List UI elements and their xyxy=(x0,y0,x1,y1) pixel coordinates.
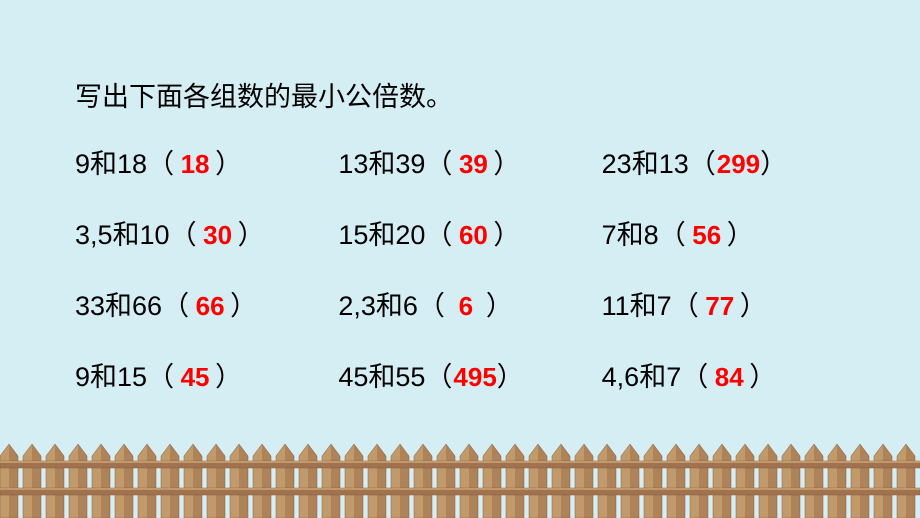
paren-close: ） xyxy=(215,142,243,181)
problem-answer: 495 xyxy=(453,362,496,393)
problem-item: 45和55（495） xyxy=(338,355,581,394)
problem-label: 13和39 xyxy=(338,142,425,181)
problem-label: 15和20 xyxy=(338,213,425,252)
problem-label: 11和7 xyxy=(602,284,672,323)
problem-item: 11和7（77） xyxy=(602,284,845,323)
fence-decoration xyxy=(0,433,920,518)
paren-open: （ xyxy=(162,284,190,323)
problem-answer: 18 xyxy=(175,149,215,180)
problem-item: 13和39（39） xyxy=(338,142,581,181)
problem-item: 33和66（66） xyxy=(75,284,318,323)
problem-item: 9和15（45） xyxy=(75,355,318,394)
problem-answer: 30 xyxy=(198,220,238,251)
problem-item: 2,3和6（6） xyxy=(338,284,581,323)
problem-item: 4,6和7（84） xyxy=(602,355,845,394)
problem-answer: 66 xyxy=(190,291,230,322)
problem-label: 33和66 xyxy=(75,284,162,323)
problem-answer: 60 xyxy=(453,220,493,251)
problem-label: 4,6和7 xyxy=(602,355,682,394)
problem-answer: 39 xyxy=(453,149,493,180)
problem-answer: 77 xyxy=(700,291,740,322)
page-title: 写出下面各组数的最小公倍数。 xyxy=(75,75,845,114)
paren-open: （ xyxy=(425,142,453,181)
problem-item: 15和20（60） xyxy=(338,213,581,252)
paren-close: ） xyxy=(493,213,521,252)
paren-open: （ xyxy=(425,355,453,394)
problem-label: 2,3和6 xyxy=(338,284,418,323)
problem-label: 45和55 xyxy=(338,355,425,394)
problem-answer: 6 xyxy=(446,291,486,322)
paren-close: ） xyxy=(486,284,514,323)
problem-grid: 9和18（18）13和39（39）23和13（299）3,5和10（30）15和… xyxy=(75,142,845,394)
paren-open: （ xyxy=(425,213,453,252)
paren-close: ） xyxy=(238,213,266,252)
paren-close: ） xyxy=(760,142,788,181)
paren-open: （ xyxy=(418,284,446,323)
problem-label: 3,5和10 xyxy=(75,213,170,252)
paren-open: （ xyxy=(659,213,687,252)
paren-open: （ xyxy=(689,142,717,181)
paren-close: ） xyxy=(497,355,525,394)
paren-close: ） xyxy=(230,284,258,323)
paren-open: （ xyxy=(672,284,700,323)
paren-close: ） xyxy=(727,213,755,252)
problem-label: 9和18 xyxy=(75,142,147,181)
paren-close: ） xyxy=(215,355,243,394)
paren-open: （ xyxy=(147,355,175,394)
paren-close: ） xyxy=(749,355,777,394)
problem-item: 9和18（18） xyxy=(75,142,318,181)
paren-open: （ xyxy=(681,355,709,394)
problem-answer: 84 xyxy=(709,362,749,393)
paren-close: ） xyxy=(740,284,768,323)
problem-answer: 299 xyxy=(717,149,760,180)
paren-open: （ xyxy=(147,142,175,181)
paren-close: ） xyxy=(493,142,521,181)
problem-label: 7和8 xyxy=(602,213,659,252)
problem-label: 23和13 xyxy=(602,142,689,181)
problem-answer: 56 xyxy=(687,220,727,251)
problem-item: 3,5和10（30） xyxy=(75,213,318,252)
paren-open: （ xyxy=(170,213,198,252)
problem-item: 7和8（56） xyxy=(602,213,845,252)
problem-answer: 45 xyxy=(175,362,215,393)
problem-item: 23和13（299） xyxy=(602,142,845,181)
problem-label: 9和15 xyxy=(75,355,147,394)
